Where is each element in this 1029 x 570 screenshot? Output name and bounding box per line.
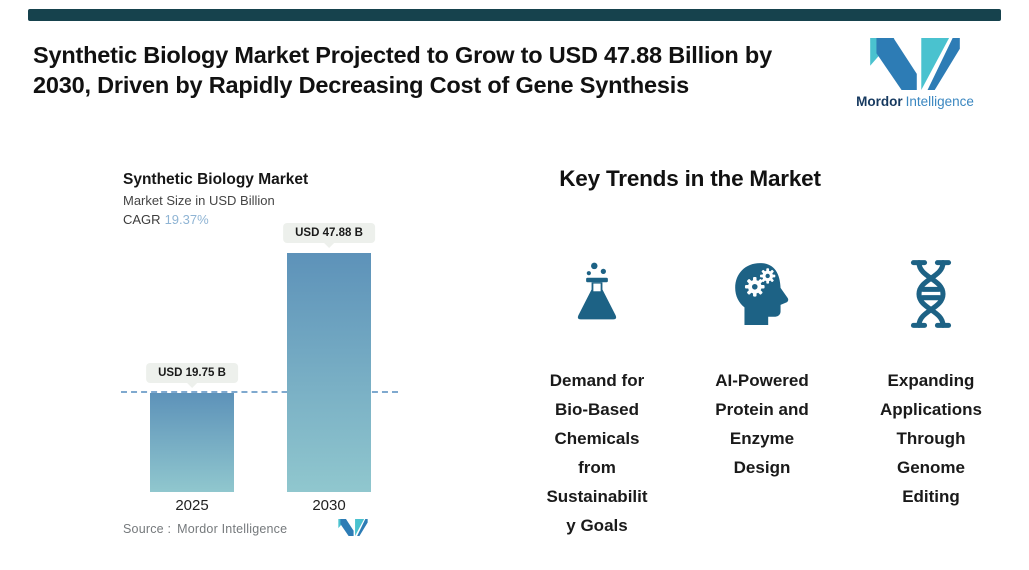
cagr-label: CAGR [123, 212, 161, 227]
mordor-logo-small-icon [338, 519, 368, 541]
brand-word-secondary: Intelligence [905, 94, 974, 109]
chart-cagr: CAGR 19.37% [123, 212, 209, 227]
flask-icon [568, 252, 626, 336]
trend-item: AI-Powered Protein and Enzyme Design [676, 252, 848, 482]
page-title: Synthetic Biology Market Projected to Gr… [33, 42, 772, 98]
source-value: Mordor Intelligence [177, 522, 288, 536]
trend-item: Expanding Applications Through Genome Ed… [842, 252, 1020, 511]
trends-heading: Key Trends in the Market [559, 166, 821, 191]
chart-bar [287, 253, 371, 492]
x-axis-label: 2030 [312, 497, 346, 514]
chart-title: Synthetic Biology Market [123, 171, 309, 188]
cagr-value: 19.37% [164, 212, 209, 227]
source-label: Source : [123, 522, 172, 536]
chart-bar [150, 393, 234, 492]
brand-logo: Mordor Intelligence [856, 38, 974, 109]
mordor-logo-icon [870, 38, 960, 90]
ai-head-gears-icon [729, 252, 795, 336]
trend-label: AI-Powered Protein and Enzyme Design [715, 371, 809, 477]
value-badge: USD 19.75 B [146, 363, 238, 383]
trend-label: Demand for Bio-Based Chemicals from Sust… [546, 371, 648, 535]
trend-item: Demand for Bio-Based Chemicals from Sust… [508, 252, 686, 540]
top-accent-bar [28, 9, 1001, 21]
x-axis-label: 2025 [175, 497, 209, 514]
value-badge: USD 47.88 B [283, 223, 375, 243]
brand-word-primary: Mordor [856, 94, 903, 109]
source-line: Source : Mordor Intelligence [123, 522, 287, 536]
brand-name: Mordor Intelligence [856, 94, 974, 109]
dna-helix-icon [908, 252, 954, 336]
baseline-dashed-line [121, 391, 398, 393]
trend-label: Expanding Applications Through Genome Ed… [879, 371, 982, 506]
chart-subtitle: Market Size in USD Billion [123, 193, 275, 208]
